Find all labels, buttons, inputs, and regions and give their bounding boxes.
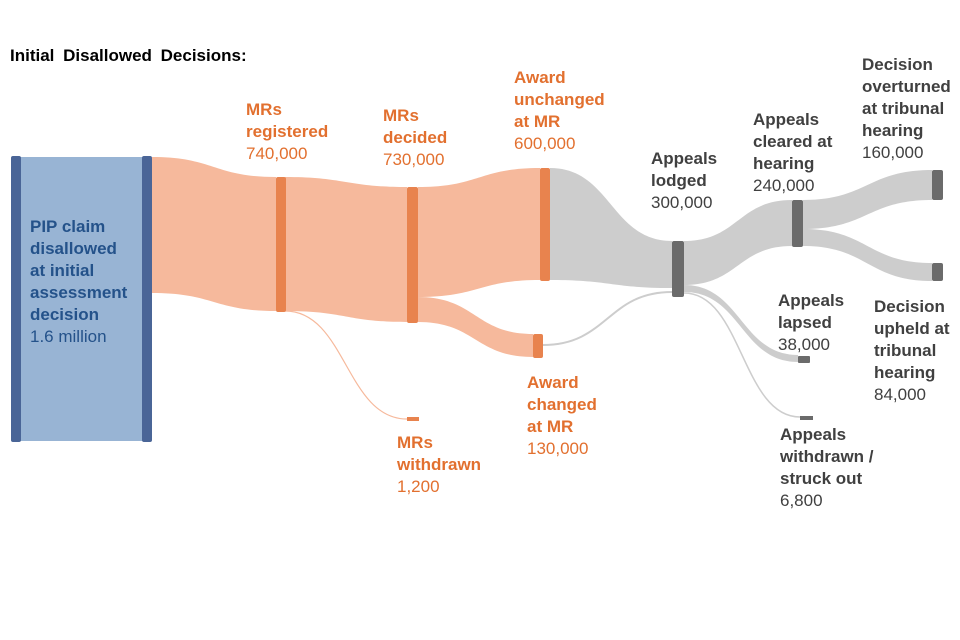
label: Appeals lodged <box>651 149 718 190</box>
node-label-award-unchanged: Award unchanged at MR 600,000 <box>514 67 605 155</box>
value: 300,000 <box>651 193 713 212</box>
node-bar-appeals-withdrawn <box>800 416 813 420</box>
value: 84,000 <box>874 385 926 404</box>
node-bar-mrs-withdrawn <box>407 417 419 421</box>
node-bar-pip-left <box>11 156 21 442</box>
node-bar-appeals-cleared <box>792 200 803 247</box>
flow-unchanged-to-appeals-lodged <box>550 168 672 288</box>
value: 740,000 <box>246 144 308 163</box>
node-label-pip: PIP claim disallowed at initial assessme… <box>30 216 127 348</box>
label: Award changed at MR <box>527 373 597 436</box>
node-label-mrs-withdrawn: MRs withdrawn 1,200 <box>397 432 481 498</box>
label: MRs registered <box>246 100 329 141</box>
value: 1,200 <box>397 477 440 496</box>
node-bar-decision-overturned <box>932 170 943 200</box>
flow-lodged-to-lapsed <box>684 285 798 362</box>
value: 160,000 <box>862 143 924 162</box>
flow-decided-to-award-unchanged <box>418 168 540 297</box>
value: 130,000 <box>527 439 589 458</box>
label: MRs withdrawn <box>397 433 482 474</box>
node-label-appeals-lodged: Appeals lodged 300,000 <box>651 148 717 214</box>
flow-changed-to-appeals-lodged <box>542 291 673 346</box>
value: 240,000 <box>753 176 815 195</box>
node-label-decision-upheld: Decision upheld at tribunal hearing 84,00… <box>874 296 950 406</box>
label: Decision upheld at tribunal hearing <box>874 297 950 382</box>
label: Award unchanged at MR <box>514 68 605 131</box>
flow-decided-to-award-changed <box>418 297 533 357</box>
value: 600,000 <box>514 134 576 153</box>
value: 730,000 <box>383 150 445 169</box>
diagram-title: Initial Disallowed Decisions: <box>10 46 247 65</box>
value: 38,000 <box>778 335 830 354</box>
node-label-mrs-decided: MRs decided 730,000 <box>383 105 447 171</box>
flow-registered-to-decided <box>285 177 407 322</box>
label: Decision overturned at tribunal hearing <box>862 55 951 140</box>
label: MRs decided <box>383 106 448 147</box>
node-bar-appeals-lapsed <box>798 356 810 363</box>
node-label-appeals-cleared: Appeals cleared at hearing 240,000 <box>753 109 832 197</box>
node-label-appeals-withdrawn: Appeals withdrawn / struck out 6,800 <box>780 424 874 512</box>
node-bar-mrs-registered <box>276 177 286 312</box>
node-bar-mrs-decided <box>407 187 418 323</box>
flow-cleared-to-overturned <box>803 170 932 229</box>
node-label-decision-overturned: Decision overturned at tribunal hearing 1… <box>862 54 951 164</box>
flow-cleared-to-upheld <box>803 229 932 281</box>
flow-registered-to-withdrawn <box>284 310 408 420</box>
value: 6,800 <box>780 491 823 510</box>
label: Appeals lapsed <box>778 291 845 332</box>
label: PIP claim disallowed at initial assessme… <box>30 217 128 324</box>
node-bar-pip-right <box>142 156 152 442</box>
label: Appeals withdrawn / struck out <box>780 425 874 488</box>
node-fill-pip <box>20 157 143 441</box>
flow-lodged-to-withdrawn <box>683 292 801 418</box>
label: Appeals cleared at hearing <box>753 110 833 173</box>
node-bar-award-unchanged <box>540 168 550 281</box>
flow-pip-to-mrs-registered <box>152 157 276 311</box>
value: 1.6 million <box>30 327 107 346</box>
node-bar-award-changed <box>533 334 543 358</box>
node-label-award-changed: Award changed at MR 130,000 <box>527 372 597 460</box>
node-label-appeals-lapsed: Appeals lapsed 38,000 <box>778 290 844 356</box>
node-bar-decision-upheld <box>932 263 943 281</box>
flow-lodged-to-cleared <box>684 200 792 285</box>
node-bar-appeals-lodged <box>672 241 684 297</box>
node-label-mrs-registered: MRs registered 740,000 <box>246 99 328 165</box>
